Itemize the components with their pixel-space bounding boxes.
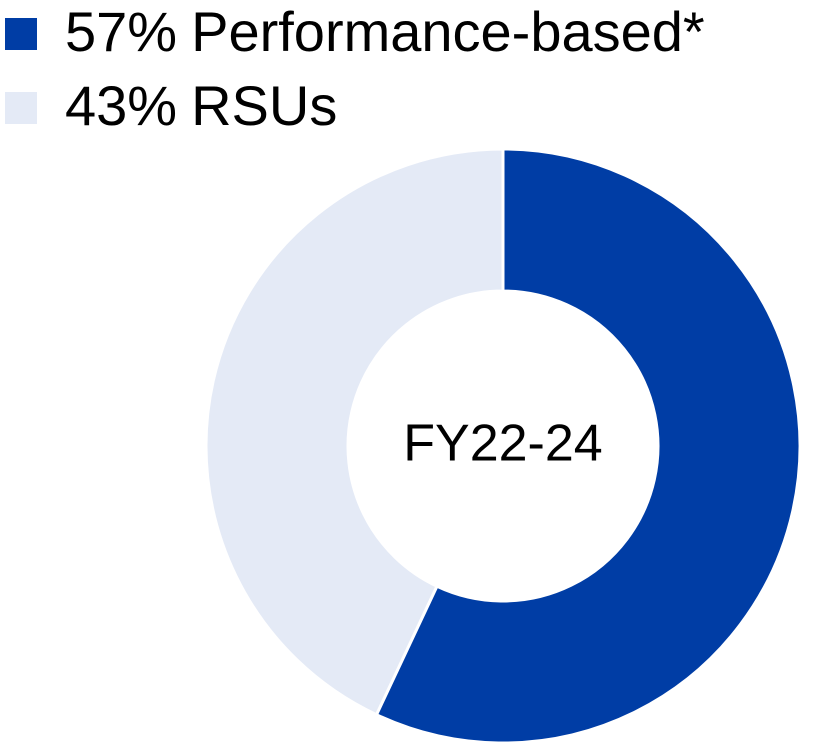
legend-label: 57% Performance-based* <box>65 0 705 63</box>
donut-slice <box>374 147 802 745</box>
legend-swatch <box>5 18 37 50</box>
donut-slice <box>204 147 505 717</box>
center-label: FY22-24 <box>403 415 602 473</box>
legend-swatch <box>5 92 37 124</box>
legend-category: Performance-based* <box>191 0 705 63</box>
legend-value: 57% <box>65 0 177 63</box>
legend-value: 43% <box>65 74 177 137</box>
legend-label: 43% RSUs <box>65 74 337 137</box>
legend-category: RSUs <box>191 74 337 137</box>
